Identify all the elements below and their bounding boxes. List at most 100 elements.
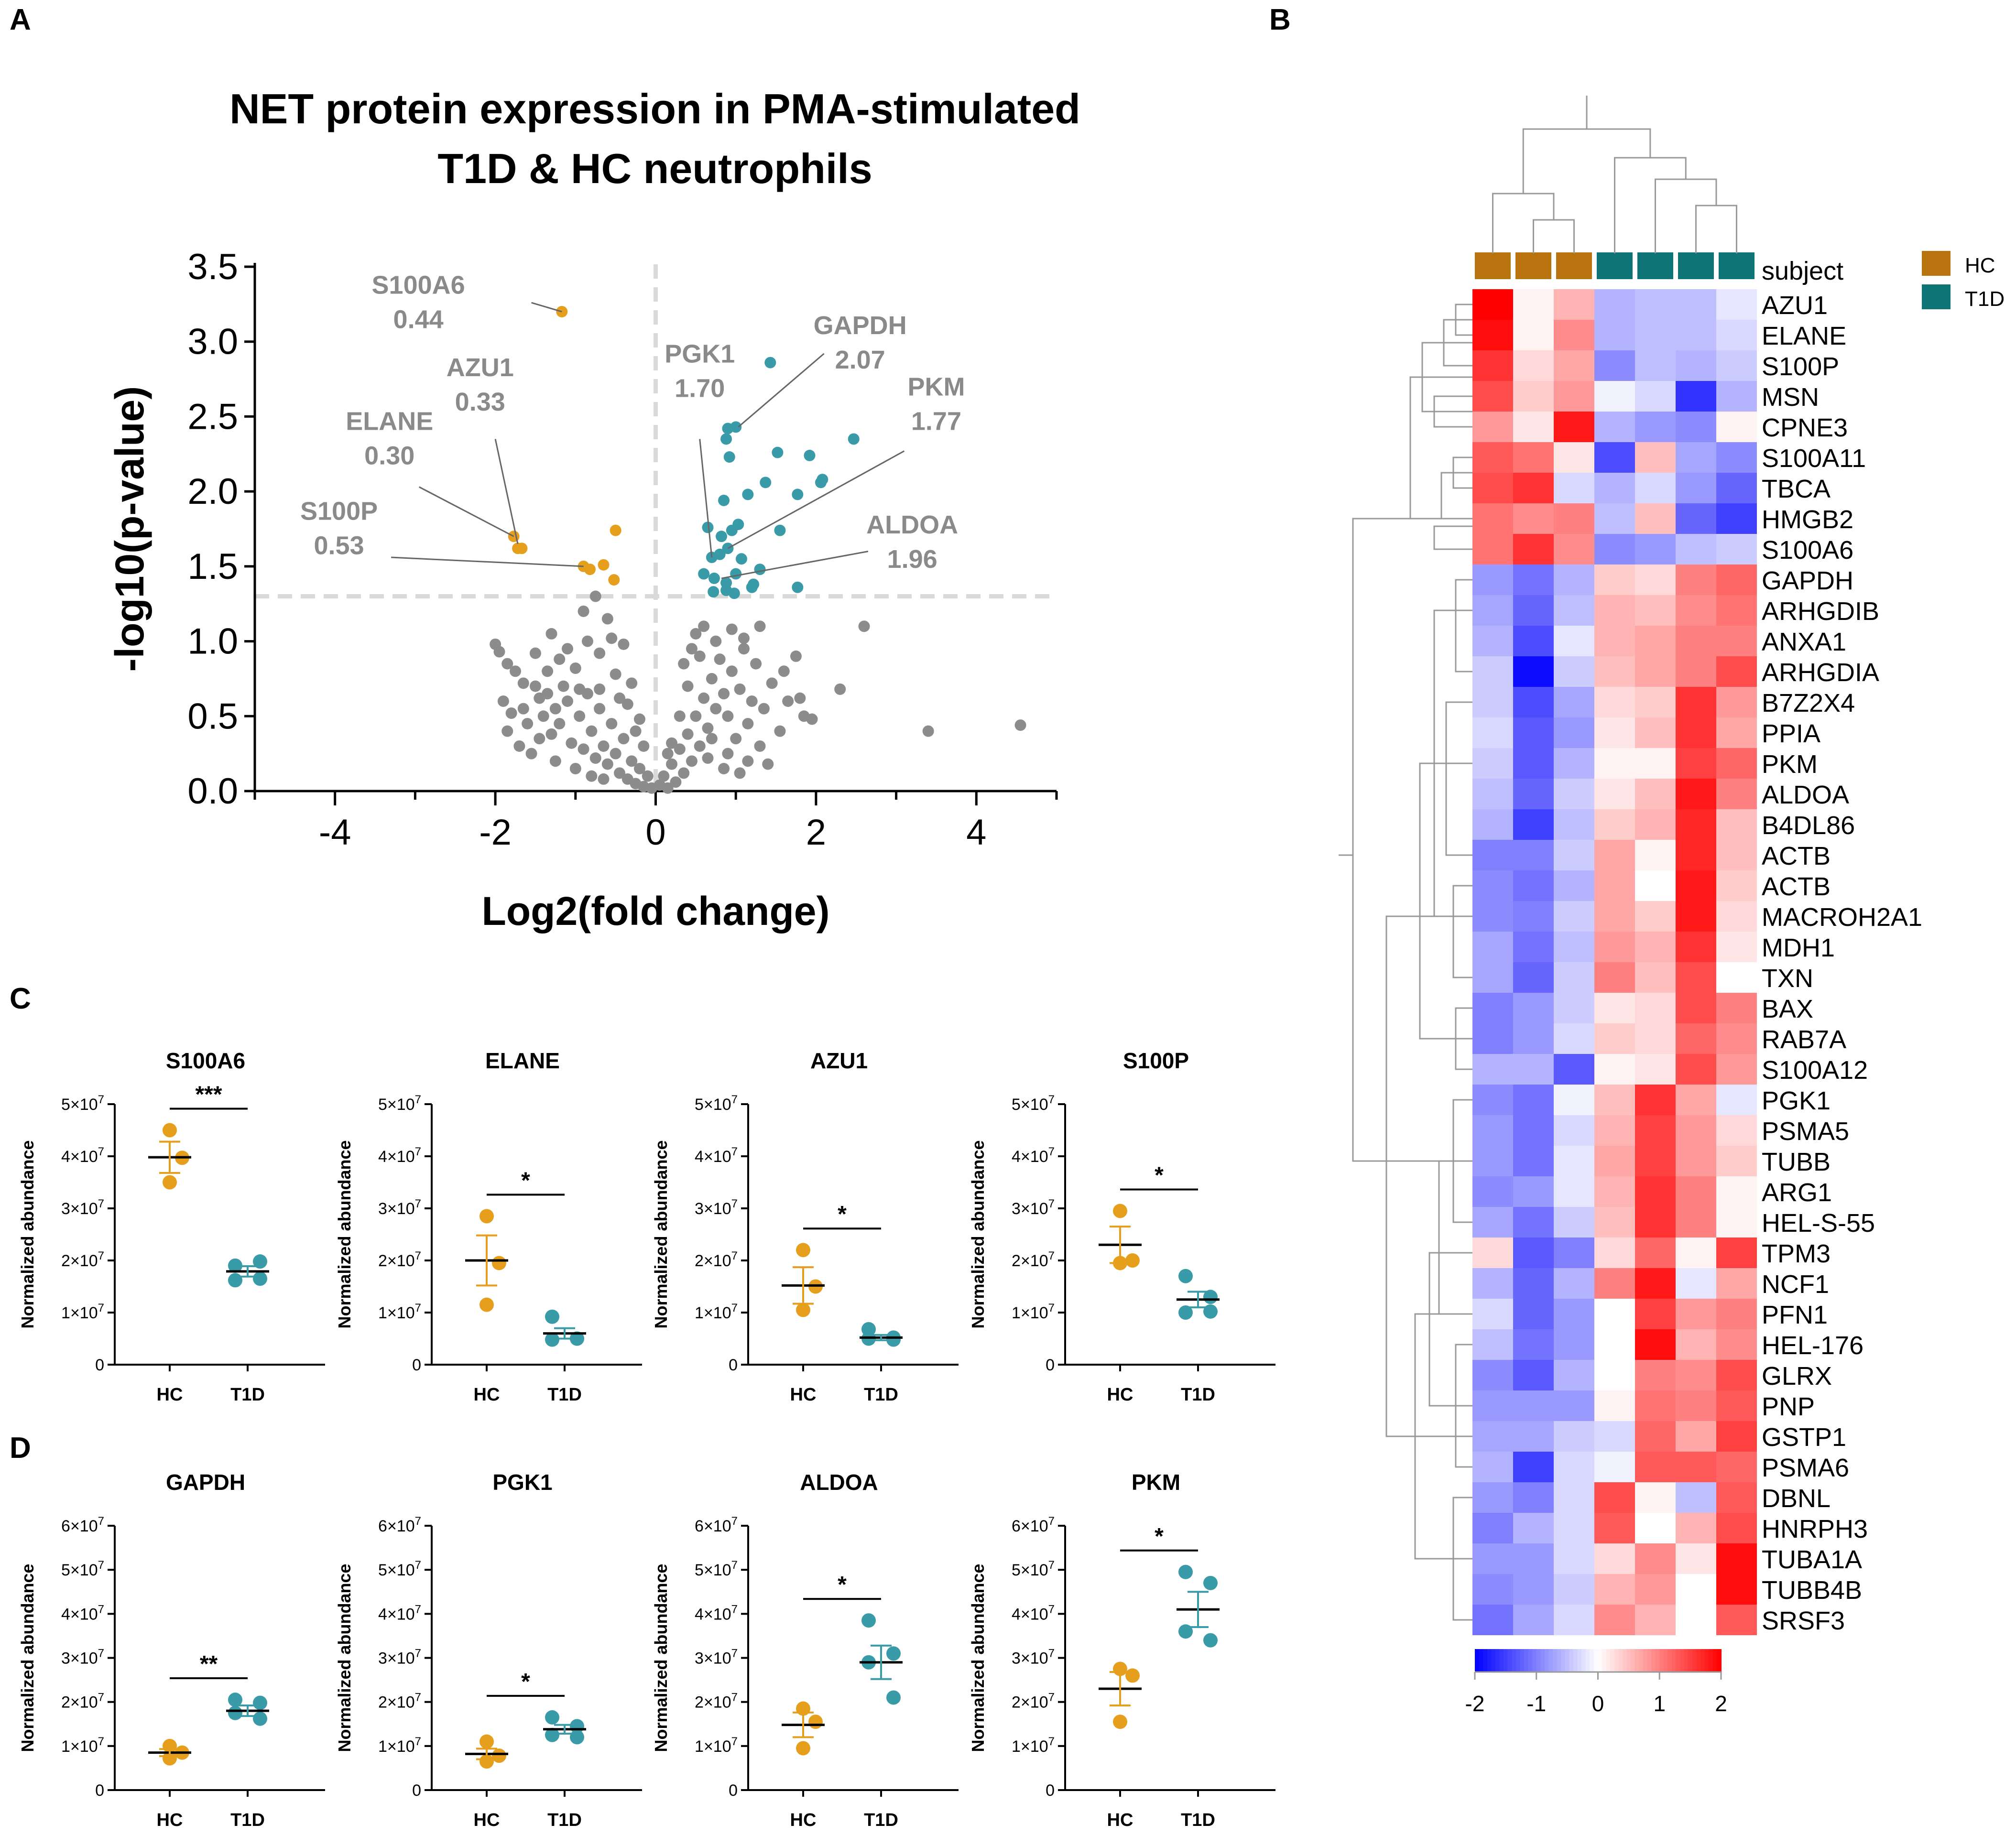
heatmap-cell — [1716, 656, 1757, 687]
y-tick-exponent: 7 — [415, 1735, 421, 1748]
y-tick-exponent: 7 — [1048, 1249, 1055, 1262]
y-axis-label: Normalized abundance — [18, 1140, 37, 1328]
heatmap-cell — [1513, 1574, 1554, 1605]
y-tick-exponent: 7 — [98, 1302, 104, 1314]
heatmap-cell — [1635, 809, 1676, 840]
y-tick-label: 1×107 — [61, 1302, 104, 1322]
y-tick-label: 2×107 — [1012, 1249, 1055, 1270]
chart-title-line: NET protein expression in PMA-stimulated — [229, 85, 1080, 132]
y-tick-mantissa: 4×10 — [1012, 1148, 1048, 1166]
heatmap-cell — [1716, 473, 1757, 503]
t1d-point — [1178, 1269, 1193, 1283]
heatmap-cell — [1676, 595, 1716, 626]
ns-point — [569, 662, 581, 674]
y-tick-label: 3×107 — [1012, 1647, 1055, 1668]
dot-plot-title: PGK1 — [492, 1470, 552, 1495]
heatmap-cell — [1635, 442, 1676, 473]
heatmap-cell — [1635, 1329, 1676, 1360]
heatmap-cell — [1716, 1115, 1757, 1146]
y-tick-mantissa: 1×10 — [378, 1737, 415, 1756]
heatmap-cell — [1513, 565, 1554, 595]
heatmap-cell — [1554, 1085, 1594, 1115]
ns-point — [542, 665, 554, 677]
y-tick-label: 1×107 — [378, 1735, 421, 1756]
y-tick-label: 3×107 — [695, 1197, 738, 1218]
y-tick-label: 0 — [412, 1356, 421, 1374]
dot-plot-azu1: AZU101×1072×1073×1074×1075×107Normalized… — [651, 1048, 959, 1405]
y-tick-mantissa: 0 — [412, 1781, 421, 1800]
y-tick-exponent: 7 — [98, 1647, 104, 1660]
y-tick-label: 2×107 — [695, 1249, 738, 1270]
y-tick-label: 0 — [412, 1781, 421, 1800]
heatmap-cell — [1676, 565, 1716, 595]
row-dendrogram — [1452, 885, 1472, 978]
heatmap-cell — [1594, 1023, 1635, 1054]
y-tick-mantissa: 0 — [95, 1356, 104, 1374]
heatmap-row-label: ARG1 — [1762, 1178, 1832, 1207]
y-tick-label: 2×107 — [1012, 1691, 1055, 1712]
heatmap-cell — [1513, 1115, 1554, 1146]
y-tick-exponent: 7 — [98, 1249, 104, 1262]
up-point — [815, 477, 827, 489]
heatmap-cell — [1594, 381, 1635, 412]
heatmap-row-label: PFN1 — [1762, 1301, 1828, 1329]
ns-point — [758, 703, 770, 715]
y-tick-mantissa: 2×10 — [695, 1694, 731, 1712]
heatmap-cell — [1716, 626, 1757, 656]
heatmap-cell — [1594, 1421, 1635, 1452]
y-tick-label: 1×107 — [378, 1302, 421, 1322]
y-tick-exponent: 7 — [415, 1145, 421, 1158]
hc-point — [492, 1256, 506, 1270]
t1d-point — [228, 1258, 242, 1273]
y-tick-mantissa: 3×10 — [61, 1650, 98, 1668]
y-tick-exponent: 7 — [1048, 1302, 1055, 1314]
heatmap-cell — [1635, 1299, 1676, 1329]
row-dendrogram — [1445, 701, 1472, 856]
heatmap-cell — [1554, 1268, 1594, 1299]
ns-point — [513, 740, 525, 752]
heatmap-cell — [1472, 565, 1513, 595]
heatmap-cell — [1635, 870, 1676, 901]
heatmap-cell — [1472, 932, 1513, 962]
up-point — [746, 581, 758, 593]
annotation-value: 0.44 — [393, 305, 444, 334]
up-point — [792, 581, 804, 593]
heatmap-cell — [1472, 901, 1513, 932]
heatmap-cell — [1676, 473, 1716, 503]
hc-point — [163, 1123, 177, 1138]
t1d-point — [253, 1271, 267, 1286]
heatmap-cell — [1472, 1574, 1513, 1605]
heatmap-cell — [1554, 1176, 1594, 1207]
color-scale-step — [1602, 1649, 1607, 1672]
up-point — [714, 548, 726, 560]
dot-plots-panel: S100A601×1072×1073×1074×1075×107Normaliz… — [18, 1048, 1275, 1830]
heatmap-cell — [1716, 412, 1757, 442]
heatmap-cell — [1594, 1054, 1635, 1085]
y-tick-exponent: 7 — [731, 1197, 738, 1210]
annotation-leader — [721, 551, 869, 579]
color-scale-step — [1684, 1649, 1689, 1672]
ns-point — [702, 722, 714, 734]
ns-point — [790, 650, 802, 662]
heatmap-cell — [1676, 289, 1716, 320]
ns-point — [726, 623, 738, 635]
color-scale-step — [1569, 1649, 1574, 1672]
y-tick-exponent: 7 — [1048, 1145, 1055, 1158]
y-tick-label: 0.5 — [187, 696, 238, 737]
heatmap-panel: AZU1ELANES100PMSNCPNE3S100A11TBCAHMGB2S1… — [1339, 96, 2005, 1716]
annotation-leader — [699, 439, 713, 558]
y-tick-mantissa: 2×10 — [378, 1252, 415, 1270]
heatmap-cell — [1594, 595, 1635, 626]
heatmap-cell — [1594, 503, 1635, 534]
heatmap-cell — [1472, 1115, 1513, 1146]
y-tick-exponent: 7 — [415, 1603, 421, 1616]
heatmap-cell — [1513, 901, 1554, 932]
t1d-point — [253, 1695, 267, 1710]
y-tick-mantissa: 3×10 — [1012, 1200, 1048, 1218]
heatmap-cell — [1554, 503, 1594, 534]
y-tick-label: 5×107 — [378, 1559, 421, 1579]
t1d-point — [545, 1309, 559, 1324]
heatmap-cell — [1513, 809, 1554, 840]
heatmap-cell — [1594, 1238, 1635, 1268]
y-tick-exponent: 7 — [415, 1197, 421, 1210]
